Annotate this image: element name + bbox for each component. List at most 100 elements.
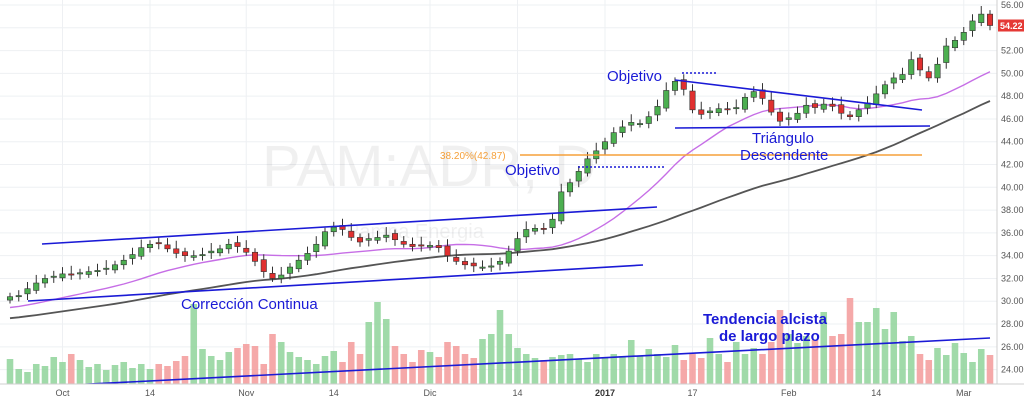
candle-body xyxy=(575,171,582,182)
candle-body xyxy=(873,93,880,105)
candle xyxy=(881,80,889,99)
volume-bar xyxy=(610,354,618,384)
candle-body xyxy=(313,243,320,252)
volume-bar xyxy=(977,349,985,384)
volume-bar xyxy=(645,349,653,384)
candle-body xyxy=(129,254,136,259)
candle-body xyxy=(794,112,801,120)
candle xyxy=(803,97,810,119)
candle-body xyxy=(566,182,574,193)
candle xyxy=(313,236,320,258)
candle xyxy=(505,245,512,267)
fib-label: 38.20%(42.87) xyxy=(440,151,506,162)
candle-body xyxy=(59,273,66,279)
x-tick-label: 17 xyxy=(687,388,697,398)
volume-bar xyxy=(251,346,259,384)
candle-body xyxy=(986,13,994,26)
candle xyxy=(15,290,22,302)
volume-bar xyxy=(697,358,705,384)
candle xyxy=(391,229,399,246)
candle xyxy=(601,137,609,156)
volume-bar xyxy=(190,304,198,384)
candle xyxy=(138,239,145,260)
candle-body xyxy=(6,296,14,301)
candle xyxy=(890,72,897,90)
candle xyxy=(628,114,635,132)
volume-bar xyxy=(829,336,836,384)
candle xyxy=(531,224,539,235)
volume-bar xyxy=(960,353,968,384)
candle-body xyxy=(846,114,854,117)
candle xyxy=(514,231,521,256)
volume-bar xyxy=(916,354,924,384)
candle-body xyxy=(234,242,241,247)
candle xyxy=(269,266,276,282)
y-tick-label: 56.00 xyxy=(1001,0,1024,10)
volume-bar xyxy=(356,354,364,384)
y-tick-label: 50.00 xyxy=(1001,68,1024,78)
volume-bar xyxy=(164,366,171,384)
candle xyxy=(925,66,932,82)
volume-bar xyxy=(505,334,513,384)
volume-bar xyxy=(181,356,189,384)
symbol-watermark: PAM:ADR, D xyxy=(262,134,596,199)
volume-bar xyxy=(67,354,75,384)
candle-body xyxy=(94,270,101,272)
candle-body xyxy=(916,57,924,71)
candle xyxy=(768,92,775,116)
volume-bars xyxy=(6,298,994,384)
candle-body xyxy=(181,251,189,256)
volume-bar xyxy=(549,357,556,384)
candle xyxy=(951,36,959,52)
y-tick-label: 38.00 xyxy=(1001,205,1024,215)
volume-bar xyxy=(846,298,854,384)
volume-bar xyxy=(907,336,915,384)
volume-bar xyxy=(732,342,740,384)
volume-bar xyxy=(277,342,285,384)
triangle-lower-line xyxy=(674,125,931,129)
candle-body xyxy=(199,254,206,257)
volume-bar xyxy=(741,354,749,384)
volume-bar xyxy=(619,356,626,384)
candle xyxy=(111,260,119,274)
volume-bar xyxy=(330,351,338,384)
drawings xyxy=(11,72,991,389)
volume-bar xyxy=(15,369,23,384)
x-tick-label: Mar xyxy=(956,388,972,398)
channel-lower-line xyxy=(27,264,644,302)
candle-body xyxy=(820,103,827,110)
volume-bar xyxy=(776,310,784,384)
candle-body xyxy=(33,282,40,291)
current-price-value: 54.22 xyxy=(1000,21,1023,31)
volume-bar xyxy=(312,364,320,384)
candle xyxy=(680,74,687,96)
candle xyxy=(76,268,84,280)
x-tick-label: Feb xyxy=(781,388,797,398)
volume-bar xyxy=(207,356,215,384)
candle xyxy=(488,257,495,272)
candle xyxy=(164,238,171,253)
candle xyxy=(741,93,749,113)
candle-body xyxy=(374,237,381,241)
volume-bar xyxy=(872,308,880,384)
candle-body xyxy=(523,229,530,238)
volume-bar xyxy=(724,362,731,384)
tendencia-label-line1: Tendencia alcista xyxy=(703,311,828,328)
volume-bar xyxy=(566,354,574,384)
candle xyxy=(453,249,460,265)
candle xyxy=(715,103,722,117)
x-axis-ticks: Oct14Nov14Dic14201717Feb14Mar1427 xyxy=(55,388,972,398)
candle xyxy=(916,53,924,77)
candle xyxy=(365,233,372,247)
candle-body xyxy=(348,230,355,238)
candle-body xyxy=(225,243,232,250)
volume-bar xyxy=(461,354,469,384)
candle xyxy=(934,57,941,83)
candle-body xyxy=(146,243,154,248)
candle-body xyxy=(978,13,985,23)
x-tick-label: 14 xyxy=(871,388,881,398)
volume-bar xyxy=(85,367,93,384)
candle xyxy=(540,222,547,235)
candle-body xyxy=(540,228,547,230)
volume-bar xyxy=(750,348,758,384)
